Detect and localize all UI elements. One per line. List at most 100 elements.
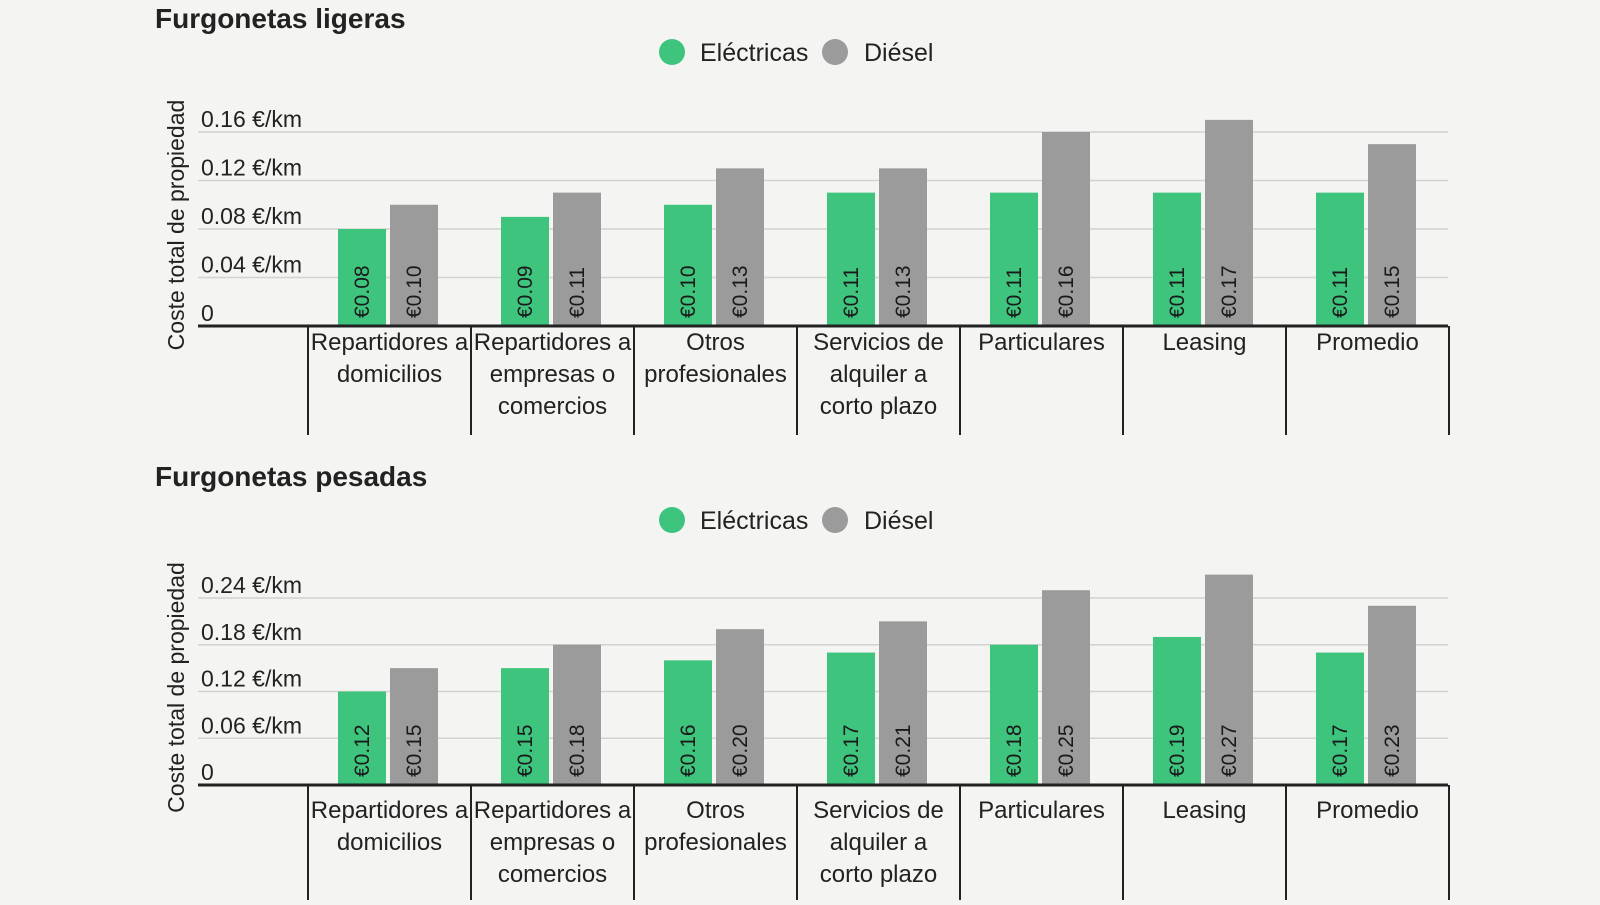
- legend-swatch-diesel: [822, 39, 848, 65]
- bar-value-label: €0.18: [1003, 724, 1026, 777]
- bar-value-label: €0.11: [840, 267, 863, 318]
- x-category-label: Repartidores a: [474, 797, 632, 824]
- legend-label-electric: Eléctricas: [700, 39, 808, 67]
- x-category-label: domicilios: [337, 829, 442, 856]
- bar-value-label: €0.19: [1166, 724, 1189, 777]
- bar-value-label: €0.10: [677, 265, 700, 318]
- y-tick-label: 0.12 €/km: [201, 666, 302, 692]
- x-category-label: Promedio: [1316, 797, 1419, 824]
- bar-value-label: €0.11: [1003, 267, 1026, 318]
- y-tick-label: 0.24 €/km: [201, 572, 302, 598]
- y-tick-label: 0: [201, 759, 214, 785]
- bar-diesel: [1368, 144, 1416, 326]
- x-category-label: Promedio: [1316, 329, 1419, 356]
- bar-diesel: [716, 629, 764, 785]
- bar-value-label: €0.23: [1381, 724, 1404, 777]
- bar-electric: [664, 204, 712, 326]
- bar-diesel: [1042, 590, 1090, 785]
- bar-value-label: €0.20: [729, 724, 752, 777]
- bar-electric: [664, 660, 712, 785]
- x-category-label: comercios: [498, 861, 607, 888]
- x-category-label: Particulares: [978, 797, 1105, 824]
- x-category-label: empresas o: [490, 361, 615, 388]
- chart-title: Furgonetas ligeras: [155, 3, 406, 34]
- bar-diesel: [553, 644, 601, 785]
- bar-value-label: €0.10: [403, 265, 426, 318]
- x-category-label: Repartidores a: [474, 329, 632, 356]
- legend-swatch-electric: [659, 507, 685, 533]
- x-category-label: corto plazo: [820, 861, 937, 888]
- bar-value-label: €0.11: [1329, 267, 1352, 318]
- chart-title: Furgonetas pesadas: [155, 461, 427, 492]
- y-tick-label: 0.08 €/km: [201, 203, 302, 229]
- bar-diesel: [1042, 132, 1090, 326]
- bar-electric: [1316, 192, 1364, 326]
- bar-diesel: [1368, 605, 1416, 785]
- legend-label-diesel: Diésel: [864, 39, 933, 67]
- bar-diesel: [553, 192, 601, 326]
- bar-value-label: €0.17: [840, 724, 863, 777]
- x-category-label: Repartidores a: [311, 329, 469, 356]
- bar-diesel: [879, 168, 927, 326]
- bar-electric: [990, 192, 1038, 326]
- bar-diesel: [716, 168, 764, 326]
- bar-value-label: €0.08: [351, 265, 374, 318]
- legend-label-electric: Eléctricas: [700, 507, 808, 535]
- bar-electric: [501, 668, 549, 785]
- x-category-label: Servicios de: [813, 329, 944, 356]
- legend-swatch-diesel: [822, 507, 848, 533]
- legend-swatch-electric: [659, 39, 685, 65]
- bar-electric: [990, 644, 1038, 785]
- bar-electric: [501, 216, 549, 326]
- bar-value-label: €0.09: [514, 265, 537, 318]
- bar-electric: [338, 691, 386, 785]
- bar-value-label: €0.13: [729, 265, 752, 318]
- bar-diesel: [390, 668, 438, 785]
- x-category-label: corto plazo: [820, 393, 937, 420]
- x-category-label: Repartidores a: [311, 797, 469, 824]
- y-tick-label: 0.12 €/km: [201, 155, 302, 181]
- bar-electric: [1153, 192, 1201, 326]
- x-category-label: alquiler a: [830, 361, 928, 388]
- bar-value-label: €0.17: [1329, 724, 1352, 777]
- legend-label-diesel: Diésel: [864, 507, 933, 535]
- bar-diesel: [390, 204, 438, 326]
- bar-value-label: €0.15: [1381, 265, 1404, 318]
- bar-value-label: €0.18: [566, 724, 589, 777]
- y-tick-label: 0.04 €/km: [201, 252, 302, 278]
- bar-value-label: €0.16: [1055, 265, 1078, 318]
- bar-electric: [1316, 652, 1364, 785]
- x-category-label: empresas o: [490, 829, 615, 856]
- x-category-label: Servicios de: [813, 797, 944, 824]
- x-category-label: Particulares: [978, 329, 1105, 356]
- x-category-label: Otros: [686, 797, 745, 824]
- x-category-label: Leasing: [1162, 797, 1246, 824]
- bar-diesel: [879, 621, 927, 785]
- bar-value-label: €0.11: [566, 267, 589, 318]
- bar-value-label: €0.25: [1055, 724, 1078, 777]
- x-category-label: Leasing: [1162, 329, 1246, 356]
- bar-value-label: €0.11: [1166, 267, 1189, 318]
- y-tick-label: 0.18 €/km: [201, 619, 302, 645]
- y-tick-label: 0.16 €/km: [201, 106, 302, 132]
- bar-value-label: €0.13: [892, 265, 915, 318]
- bar-value-label: €0.16: [677, 724, 700, 777]
- y-tick-label: 0.06 €/km: [201, 712, 302, 738]
- x-category-label: alquiler a: [830, 829, 928, 856]
- x-category-label: domicilios: [337, 361, 442, 388]
- bar-value-label: €0.17: [1218, 265, 1241, 318]
- bar-value-label: €0.27: [1218, 724, 1241, 777]
- x-category-label: profesionales: [644, 829, 787, 856]
- y-axis-label: Coste total de propiedad: [163, 100, 189, 351]
- bar-value-label: €0.15: [514, 724, 537, 777]
- bar-value-label: €0.21: [892, 724, 915, 777]
- x-category-label: profesionales: [644, 361, 787, 388]
- bar-electric: [827, 192, 875, 326]
- bar-value-label: €0.12: [351, 724, 374, 777]
- bar-diesel: [1205, 119, 1253, 326]
- bar-electric: [338, 229, 386, 326]
- y-tick-label: 0: [201, 300, 214, 326]
- x-category-label: comercios: [498, 393, 607, 420]
